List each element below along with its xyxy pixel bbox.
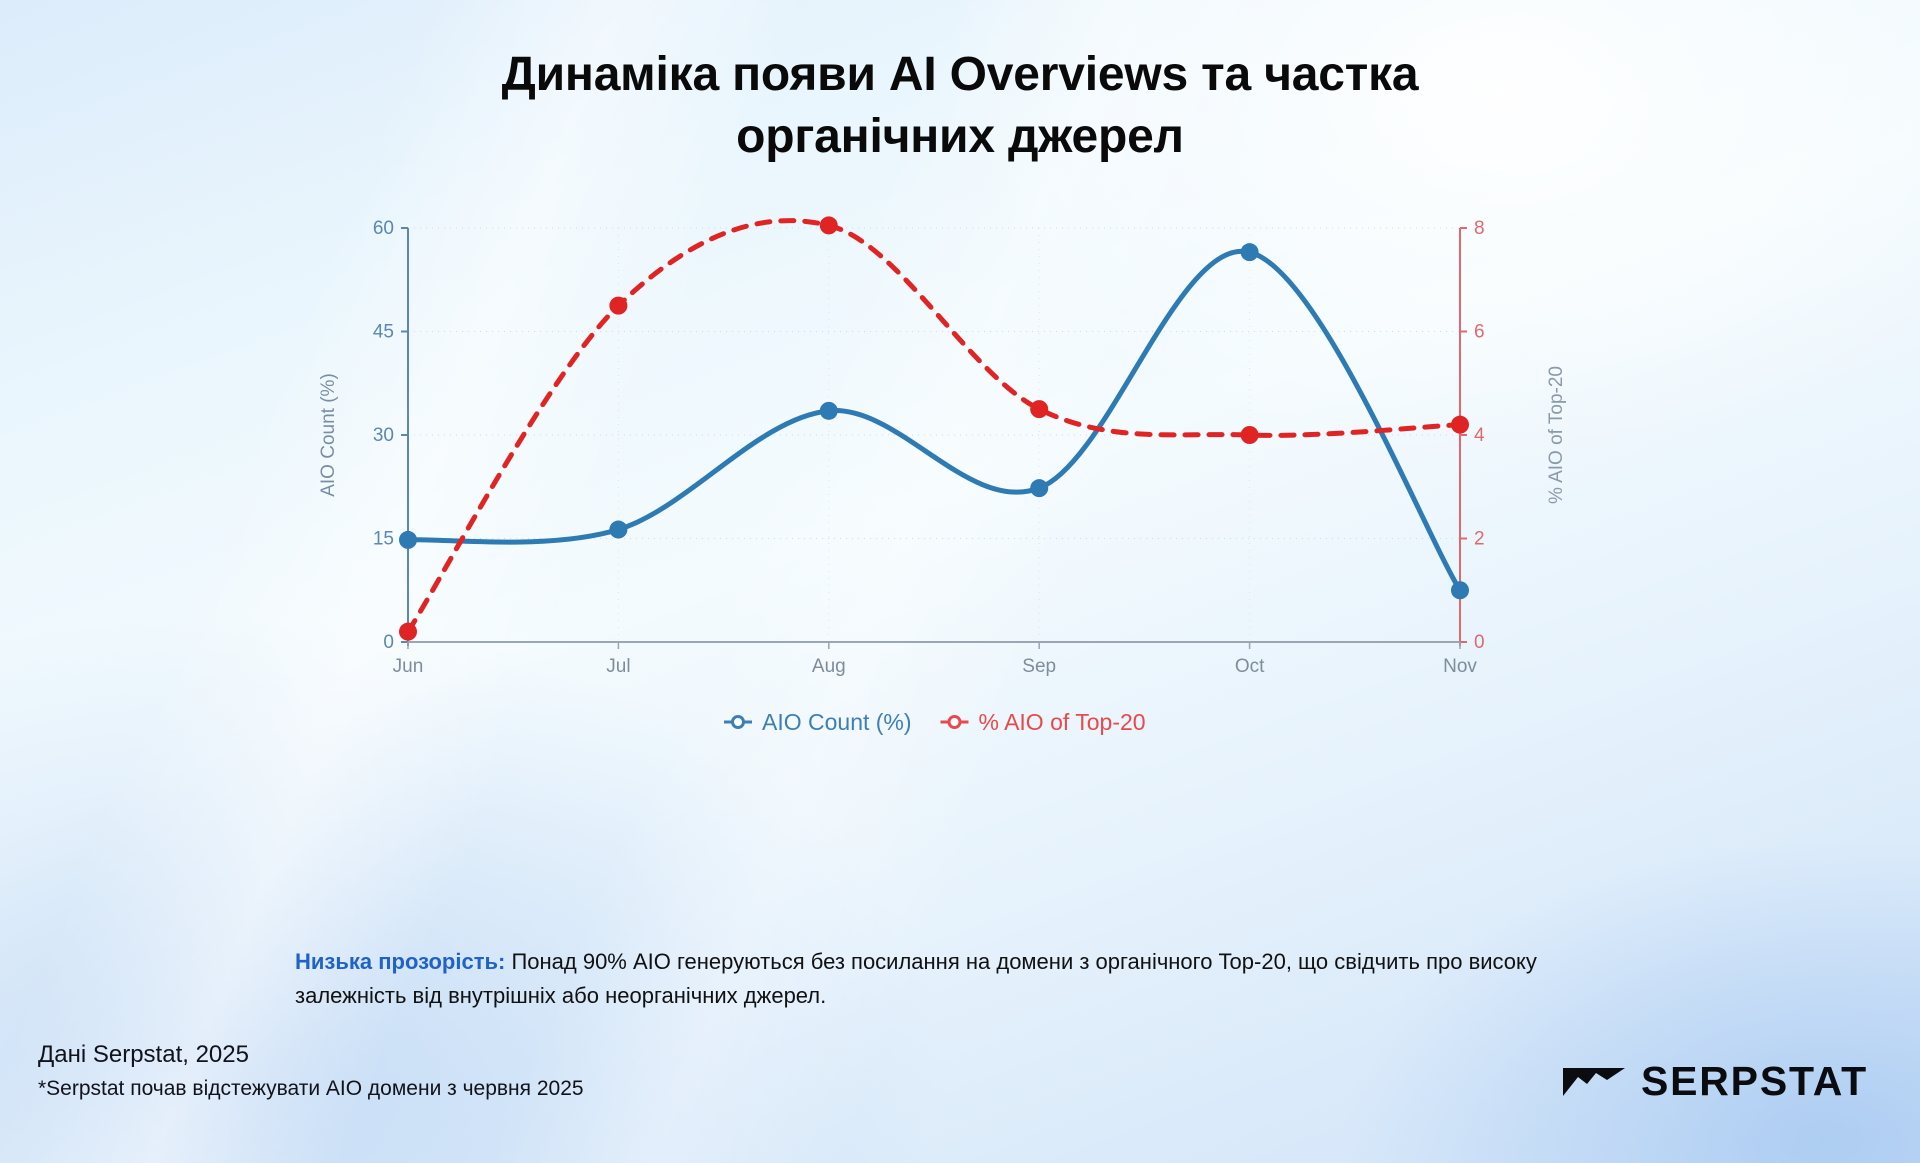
legend-label: AIO Count (%) <box>762 709 912 735</box>
serpstat-wordmark: SERPSTAT <box>1640 1058 1868 1104</box>
left-axis-tick-label: 60 <box>373 218 394 239</box>
right-axis-tick-label: 4 <box>1474 425 1485 446</box>
data-point-marker[interactable] <box>609 520 628 539</box>
data-point-marker[interactable] <box>1240 243 1259 262</box>
left-axis-tick-label: 30 <box>373 425 394 446</box>
legend-swatch-marker <box>731 715 745 729</box>
series-line-left <box>405 248 1463 593</box>
data-point-marker[interactable] <box>399 622 417 641</box>
data-point-marker[interactable] <box>1451 581 1469 600</box>
serpstat-logo: SERPSTAT <box>1562 1058 1868 1105</box>
left-axis-title: AIO Count (%) <box>318 373 339 497</box>
legend-item[interactable]: AIO Count (%) <box>724 709 912 735</box>
page-title: Динаміка появи AI Overviews та частка ор… <box>0 44 1920 169</box>
left-axis-tick-label: 0 <box>383 632 394 653</box>
right-axis-tick-label: 2 <box>1474 529 1485 550</box>
series-line-right <box>405 218 1463 635</box>
title-line-1: Динаміка появи AI Overviews та частка <box>501 48 1419 101</box>
insight-callout: Низька прозорість: Понад 90% AIO генерую… <box>295 945 1625 1014</box>
data-point-marker[interactable] <box>1030 479 1049 498</box>
dual-axis-line-chart: 0 15 30 45 60 AIO Count (%) 0 2 4 6 8 % AIO of Top-… <box>318 216 1567 735</box>
footer-line-2: *Serpstat почав відстежувати AIO домени … <box>38 1077 584 1101</box>
data-point-marker[interactable] <box>1451 415 1469 434</box>
x-axis-tick-label: Sep <box>1022 656 1056 677</box>
legend-label: % AIO of Top-20 <box>979 709 1146 735</box>
x-axis-tick-label: Oct <box>1235 656 1265 677</box>
x-axis-tick-label: Jun <box>393 656 424 677</box>
legend-swatch-marker <box>947 715 962 729</box>
data-point-marker[interactable] <box>819 401 838 420</box>
data-point-marker[interactable] <box>1240 426 1259 444</box>
serpstat-arrow-chart-icon <box>1562 1067 1625 1096</box>
data-point-marker[interactable] <box>609 296 628 315</box>
x-axis-tick-label: Aug <box>812 656 846 677</box>
data-point-marker[interactable] <box>1030 400 1049 419</box>
insight-lead: Низька прозорість: <box>295 949 506 974</box>
right-axis-tick-label: 6 <box>1474 322 1485 343</box>
title-line-2: органічних джерел <box>736 110 1184 164</box>
right-axis-tick-label: 0 <box>1474 632 1485 653</box>
left-axis-tick-label: 45 <box>373 322 394 343</box>
footer-source: Дані Serpstat, 2025 *Serpstat почав відс… <box>38 1037 584 1105</box>
x-axis-tick-label: Jul <box>606 656 630 677</box>
right-axis-title: % AIO of Top-20 <box>1546 366 1567 504</box>
footer-line-1: Дані Serpstat, 2025 <box>38 1040 249 1068</box>
chart-container: 0 15 30 45 60 AIO Count (%) 0 2 4 6 8 % AIO of Top-… <box>300 210 1620 900</box>
data-point-marker[interactable] <box>399 530 417 549</box>
left-axis-tick-label: 15 <box>373 529 394 550</box>
legend-item[interactable]: % AIO of Top-20 <box>940 709 1146 735</box>
insight-body: Понад 90% AIO генеруються без посилання … <box>295 949 1537 1009</box>
x-axis-tick-label: Nov <box>1443 656 1477 677</box>
right-axis-tick-label: 8 <box>1474 218 1485 239</box>
data-point-marker[interactable] <box>819 216 838 235</box>
